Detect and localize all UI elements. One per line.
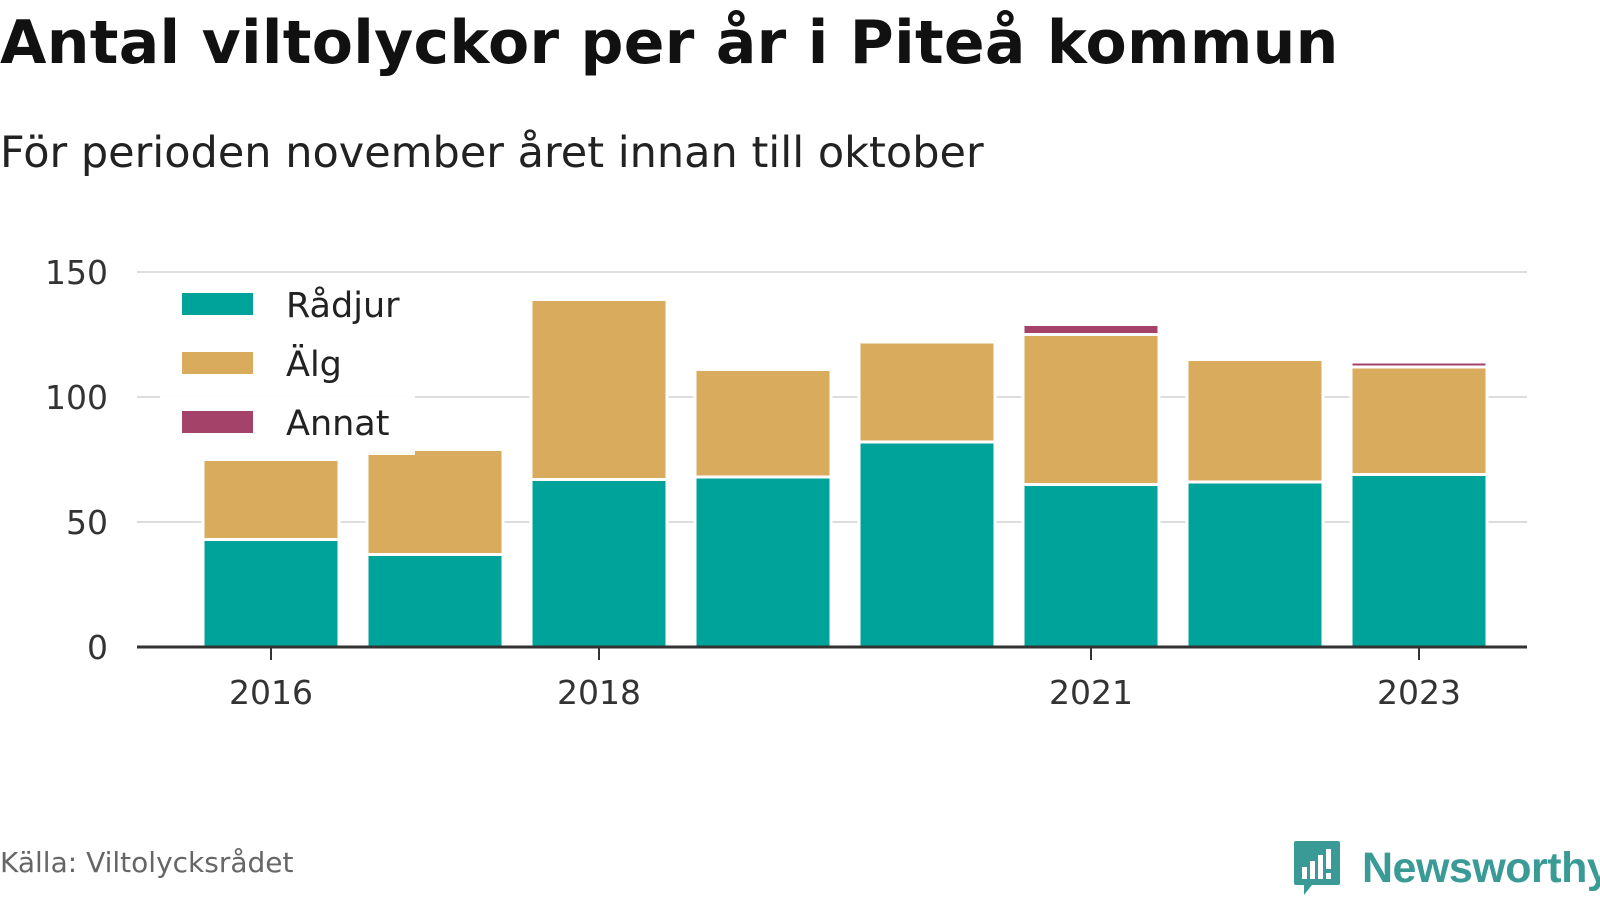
bar-radjur-2020	[857, 440, 997, 649]
bar-radjur-2018	[529, 478, 669, 649]
bar-alg-2016	[201, 458, 341, 541]
newsworthy-logo-icon	[1294, 841, 1340, 895]
y-tick-label-150: 150	[45, 253, 108, 292]
bar-alg-2021	[1021, 333, 1161, 486]
x-tick-label-2023: 2023	[1377, 673, 1461, 712]
x-tick-label-2021: 2021	[1049, 673, 1133, 712]
stacked-bar-chart: 0 50 100 150 2016 2018 2021 2023 Rådjur Älg Annat	[45, 253, 1527, 712]
legend-label-radjur: Rådjur	[286, 285, 400, 326]
bar-radjur-2019	[693, 475, 833, 649]
bar-radjur-2016	[201, 538, 341, 649]
y-tick-label-0: 0	[87, 628, 108, 667]
source-note: Källa: Viltolycksrådet	[0, 846, 294, 879]
legend-swatch-radjur	[182, 293, 253, 315]
brand-name: Newsworthy	[1362, 843, 1600, 892]
y-tick-label-100: 100	[45, 378, 108, 417]
x-tick-label-2016: 2016	[229, 673, 313, 712]
bar-radjur-2022	[1185, 480, 1325, 649]
bar-alg-2017	[365, 448, 505, 556]
legend-label-alg: Älg	[286, 343, 342, 385]
legend-swatch-alg	[182, 352, 253, 374]
bar-alg-2019	[693, 368, 833, 479]
y-tick-label-50: 50	[66, 503, 108, 542]
bar-alg-2020	[857, 340, 997, 444]
legend-swatch-annat	[182, 411, 253, 433]
bar-alg-2023	[1349, 365, 1489, 476]
bar-radjur-2023	[1349, 473, 1489, 649]
brand-logo[interactable]: Newsworthy	[1292, 838, 1600, 898]
legend-label-annat: Annat	[286, 404, 389, 444]
bar-alg-2018	[529, 298, 669, 481]
bar-radjur-2017	[365, 553, 505, 649]
bar-annat-2023	[1349, 360, 1489, 369]
chart-subtitle: För perioden november året innan till ok…	[0, 128, 984, 178]
x-tick-label-2018: 2018	[557, 673, 641, 712]
bar-alg-2022	[1185, 358, 1325, 484]
bar-annat-2021	[1021, 323, 1161, 336]
chart-title: Antal viltolyckor per år i Piteå kommun	[0, 8, 1339, 78]
bar-annat-2018	[529, 295, 669, 301]
bar-radjur-2021	[1021, 483, 1161, 649]
